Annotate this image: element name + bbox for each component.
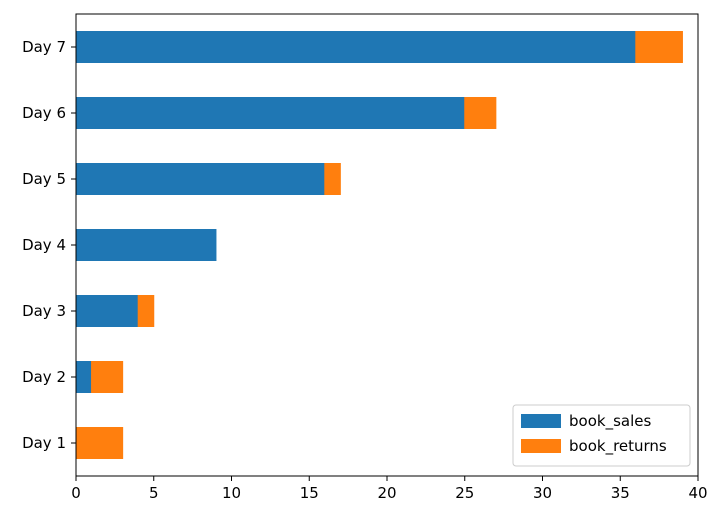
x-tick-label-35: 35	[611, 484, 630, 502]
y-tick-label-day-1: Day 1	[22, 434, 66, 452]
x-tick-label-5: 5	[149, 484, 159, 502]
x-tick-label-0: 0	[71, 484, 81, 502]
x-tick-label-15: 15	[300, 484, 319, 502]
bar-book-returns-day-2	[91, 361, 124, 393]
bar-book-returns-day-1	[75, 427, 124, 459]
bar-book-sales-day-7	[75, 31, 637, 63]
legend-label-book-sales: book_sales	[569, 412, 651, 431]
x-tick-label-40: 40	[688, 484, 707, 502]
y-tick-label-day-3: Day 3	[22, 302, 66, 320]
y-tick-label-day-4: Day 4	[22, 236, 66, 254]
x-tick-label-25: 25	[455, 484, 474, 502]
bar-book-returns-day-3	[137, 295, 155, 327]
bar-book-sales-day-3	[75, 295, 139, 327]
bar-book-sales-day-5	[75, 163, 326, 195]
x-tick-label-10: 10	[222, 484, 241, 502]
bar-book-sales-day-4	[75, 229, 217, 261]
y-axis: Day 1 Day 2 Day 3 Day 4 Day 5 Day 6 Day 7	[22, 38, 76, 452]
legend-swatch-book-sales	[521, 414, 561, 428]
bars-layer	[75, 31, 683, 459]
bar-book-sales-day-2	[75, 361, 93, 393]
y-tick-label-day-6: Day 6	[22, 104, 66, 122]
legend: book_sales book_returns	[512, 404, 691, 467]
y-tick-label-day-5: Day 5	[22, 170, 66, 188]
legend-swatch-book-returns	[521, 439, 561, 453]
x-tick-label-30: 30	[533, 484, 552, 502]
y-tick-label-day-7: Day 7	[22, 38, 66, 56]
bar-book-returns-day-7	[635, 31, 683, 63]
bar-book-returns-day-6	[464, 97, 497, 129]
x-tick-label-20: 20	[377, 484, 396, 502]
x-axis: 0 5 10 15 20 25 30 35 40	[71, 476, 708, 502]
y-tick-label-day-2: Day 2	[22, 368, 66, 386]
bar-book-returns-day-5	[324, 163, 341, 195]
legend-label-book-returns: book_returns	[569, 437, 667, 456]
bar-book-sales-day-6	[75, 97, 466, 129]
